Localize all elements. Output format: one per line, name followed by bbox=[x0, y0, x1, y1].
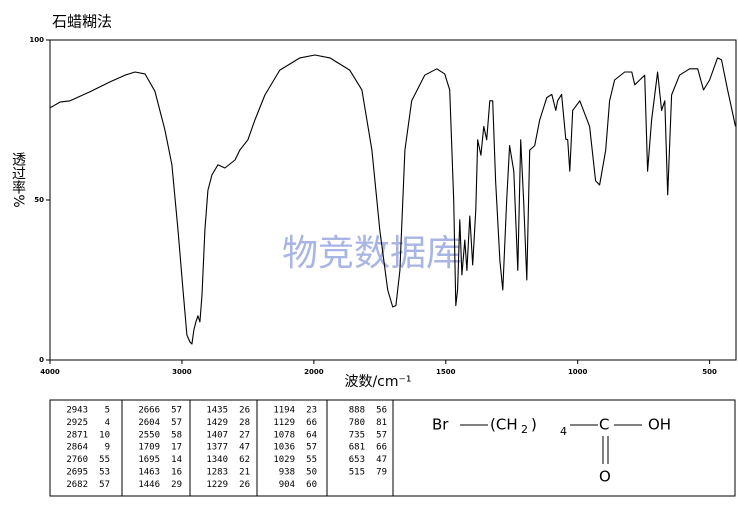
peak-wavenumber: 2550 bbox=[138, 430, 160, 440]
peak-wavenumber: 653 bbox=[349, 455, 365, 465]
peak-transmittance: 16 bbox=[171, 468, 182, 478]
peak-wavenumber: 2864 bbox=[66, 443, 88, 453]
structure-label: (CH bbox=[490, 416, 518, 434]
peak-wavenumber: 2695 bbox=[66, 468, 88, 478]
structure-label: O bbox=[599, 468, 611, 486]
peak-wavenumber: 1435 bbox=[206, 406, 228, 416]
structure-label: 4 bbox=[560, 425, 567, 438]
structure-label: 2 bbox=[521, 423, 528, 436]
peak-wavenumber: 735 bbox=[349, 430, 365, 440]
structure-label: C bbox=[599, 416, 609, 434]
peak-transmittance: 26 bbox=[239, 406, 250, 416]
chart-title: 石蜡糊法 bbox=[52, 13, 112, 31]
peak-wavenumber: 2943 bbox=[66, 406, 88, 416]
peak-transmittance: 57 bbox=[306, 443, 317, 453]
peak-transmittance: 64 bbox=[306, 430, 317, 440]
peak-transmittance: 23 bbox=[306, 406, 317, 416]
peak-wavenumber: 1229 bbox=[206, 480, 228, 490]
peak-transmittance: 57 bbox=[171, 406, 182, 416]
peak-wavenumber: 2760 bbox=[66, 455, 88, 465]
peak-transmittance: 79 bbox=[376, 468, 387, 478]
peak-wavenumber: 2871 bbox=[66, 430, 88, 440]
peak-wavenumber: 515 bbox=[349, 468, 365, 478]
peak-wavenumber: 1695 bbox=[138, 455, 160, 465]
x-tick-label: 3000 bbox=[172, 368, 192, 376]
x-tick-label: 500 bbox=[702, 368, 717, 376]
x-tick-label: 4000 bbox=[40, 368, 60, 376]
peak-transmittance: 29 bbox=[171, 480, 182, 490]
peak-wavenumber: 1340 bbox=[206, 455, 228, 465]
peak-transmittance: 50 bbox=[306, 468, 317, 478]
peak-transmittance: 14 bbox=[171, 455, 182, 465]
peak-wavenumber: 1377 bbox=[206, 443, 228, 453]
peak-transmittance: 53 bbox=[99, 468, 110, 478]
peak-transmittance: 26 bbox=[239, 480, 250, 490]
y-tick-label: 0 bbox=[39, 356, 44, 364]
peak-transmittance: 58 bbox=[171, 430, 182, 440]
peak-transmittance: 57 bbox=[99, 480, 110, 490]
peak-transmittance: 9 bbox=[105, 443, 110, 453]
x-axis-label: 波数/cm⁻¹ bbox=[344, 374, 411, 390]
peak-transmittance: 56 bbox=[376, 406, 387, 416]
peak-wavenumber: 888 bbox=[349, 406, 365, 416]
peak-wavenumber: 904 bbox=[279, 480, 295, 490]
peak-transmittance: 4 bbox=[105, 418, 110, 428]
peak-transmittance: 47 bbox=[239, 443, 250, 453]
peak-wavenumber: 681 bbox=[349, 443, 365, 453]
peak-transmittance: 55 bbox=[99, 455, 110, 465]
peak-wavenumber: 1463 bbox=[138, 468, 160, 478]
peak-wavenumber: 2925 bbox=[66, 418, 88, 428]
peak-transmittance: 66 bbox=[306, 418, 317, 428]
peak-transmittance: 57 bbox=[376, 430, 387, 440]
peak-wavenumber: 1446 bbox=[138, 480, 160, 490]
peak-transmittance: 27 bbox=[239, 430, 250, 440]
structure-label: OH bbox=[648, 416, 671, 434]
peak-transmittance: 60 bbox=[306, 480, 317, 490]
x-tick-label: 2000 bbox=[304, 368, 324, 376]
peak-wavenumber: 1036 bbox=[273, 443, 295, 453]
peak-wavenumber: 1194 bbox=[273, 406, 295, 416]
y-tick-label: 50 bbox=[34, 196, 44, 204]
peak-wavenumber: 1283 bbox=[206, 468, 228, 478]
peak-transmittance: 81 bbox=[376, 418, 387, 428]
peak-transmittance: 17 bbox=[171, 443, 182, 453]
peak-transmittance: 66 bbox=[376, 443, 387, 453]
peak-wavenumber: 938 bbox=[279, 468, 295, 478]
y-tick-label: 100 bbox=[29, 36, 44, 44]
peak-transmittance: 28 bbox=[239, 418, 250, 428]
peak-wavenumber: 2604 bbox=[138, 418, 160, 428]
peak-transmittance: 5 bbox=[105, 406, 110, 416]
peak-wavenumber: 2666 bbox=[138, 406, 160, 416]
peak-wavenumber: 1407 bbox=[206, 430, 228, 440]
x-tick-label: 1000 bbox=[568, 368, 588, 376]
peak-transmittance: 10 bbox=[99, 430, 110, 440]
structure-label: ) bbox=[531, 416, 537, 434]
peak-wavenumber: 2682 bbox=[66, 480, 88, 490]
peak-wavenumber: 1709 bbox=[138, 443, 160, 453]
peak-transmittance: 57 bbox=[171, 418, 182, 428]
peak-transmittance: 62 bbox=[239, 455, 250, 465]
peak-wavenumber: 1429 bbox=[206, 418, 228, 428]
peak-transmittance: 55 bbox=[306, 455, 317, 465]
peak-wavenumber: 1029 bbox=[273, 455, 295, 465]
watermark: 物竞数据库 bbox=[282, 233, 462, 274]
peak-wavenumber: 1129 bbox=[273, 418, 295, 428]
peak-wavenumber: 780 bbox=[349, 418, 365, 428]
peak-transmittance: 21 bbox=[239, 468, 250, 478]
x-tick-label: 1500 bbox=[436, 368, 456, 376]
peak-transmittance: 47 bbox=[376, 455, 387, 465]
structure-label: Br bbox=[432, 416, 449, 434]
peak-wavenumber: 1078 bbox=[273, 430, 295, 440]
y-axis-label: 透过率% bbox=[10, 152, 26, 207]
spectrum-line bbox=[49, 54, 737, 345]
